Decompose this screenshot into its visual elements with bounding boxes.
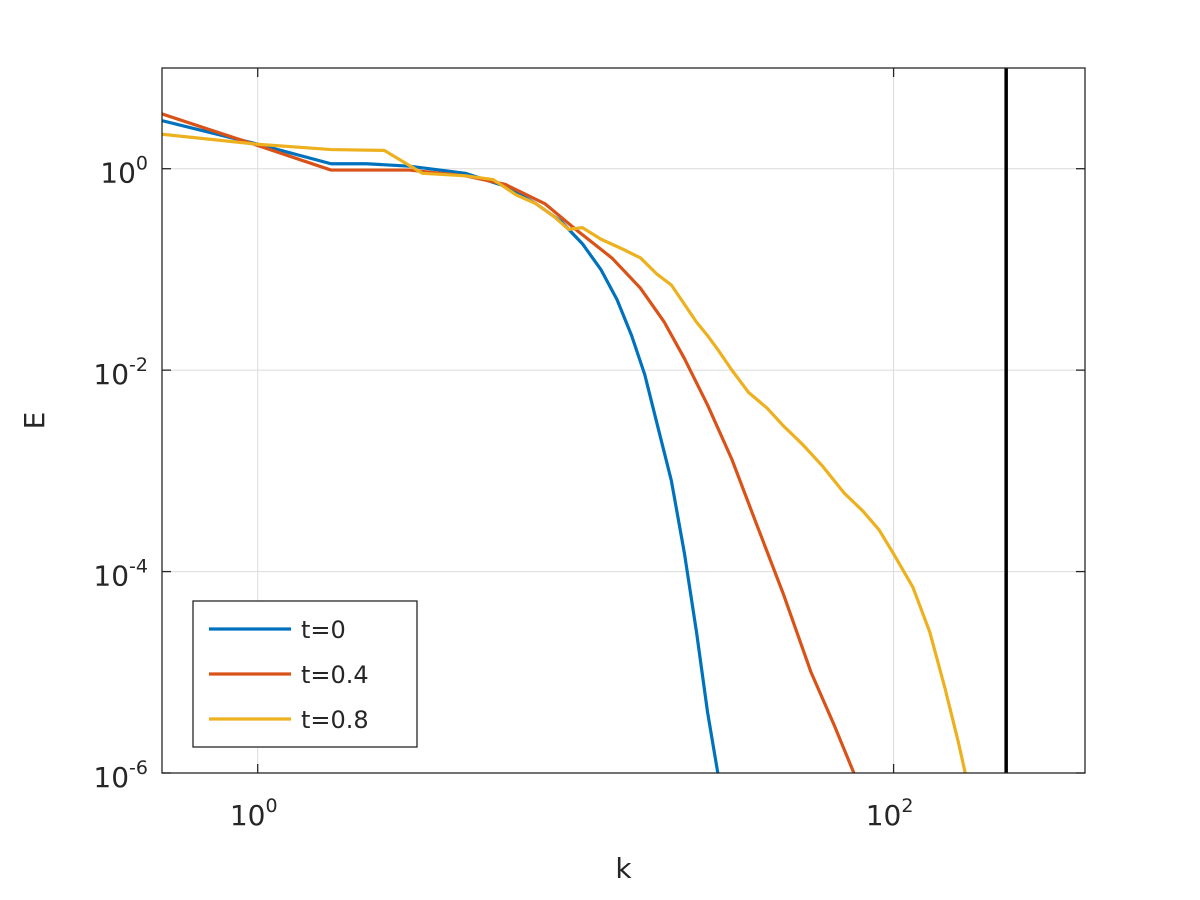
y-axis-label: E xyxy=(18,412,51,430)
x-tick-label-base: 10 xyxy=(866,799,902,832)
y-tick-label-base: 10 xyxy=(93,761,129,794)
y-tick-label-base: 10 xyxy=(100,157,136,190)
legend-label: t=0.8 xyxy=(301,706,369,734)
x-tick-label: 100 xyxy=(230,795,278,832)
x-tick-label: 102 xyxy=(866,795,914,832)
legend-label: t=0.4 xyxy=(301,661,369,689)
y-tick-label-exp: 0 xyxy=(136,153,148,175)
x-axis-label: k xyxy=(615,852,632,885)
legend: t=0 t=0.4 t=0.8 xyxy=(192,600,418,748)
y-tick-label-base: 10 xyxy=(93,560,129,593)
plot-frame xyxy=(161,67,1086,774)
y-tick-label-exp: -4 xyxy=(129,556,148,578)
x-tick-label-exp: 0 xyxy=(265,795,277,817)
series-line-1 xyxy=(162,112,856,773)
x-tick-label-exp: 2 xyxy=(901,795,913,817)
y-tick-label: 10-2 xyxy=(93,354,148,391)
series-group xyxy=(162,112,967,773)
y-tick-label-base: 10 xyxy=(93,358,129,391)
y-tick-label-exp: -2 xyxy=(129,354,148,376)
y-tick-label-exp: -6 xyxy=(129,757,148,779)
y-tick-label: 10-6 xyxy=(93,757,148,794)
y-tick-label: 100 xyxy=(100,153,148,190)
x-tick-label-base: 10 xyxy=(230,799,266,832)
axis-ticks xyxy=(162,68,1085,774)
y-tick-label: 10-4 xyxy=(93,556,148,593)
legend-label: t=0 xyxy=(301,616,346,644)
series-line-0 xyxy=(162,119,720,773)
series-line-2 xyxy=(162,132,967,773)
